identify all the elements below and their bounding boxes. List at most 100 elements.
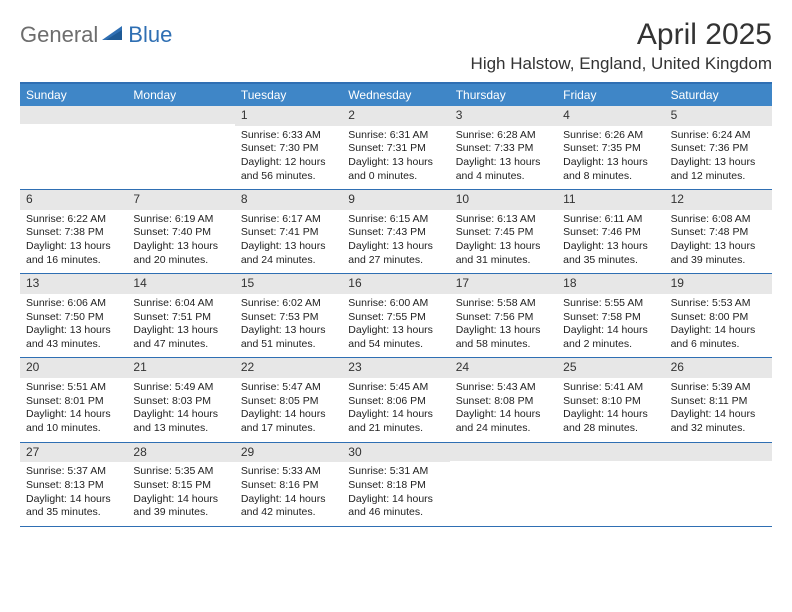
day-content: Sunrise: 5:37 AMSunset: 8:13 PMDaylight:… <box>20 462 127 526</box>
sunrise-line: Sunrise: 5:55 AM <box>563 297 658 311</box>
sunrise-line: Sunrise: 6:13 AM <box>456 213 551 227</box>
day-content: Sunrise: 6:24 AMSunset: 7:36 PMDaylight:… <box>665 126 772 190</box>
day-content: Sunrise: 5:43 AMSunset: 8:08 PMDaylight:… <box>450 378 557 442</box>
day-cell: 11Sunrise: 6:11 AMSunset: 7:46 PMDayligh… <box>557 190 664 274</box>
sunrise-line: Sunrise: 5:39 AM <box>671 381 766 395</box>
sunset-line: Sunset: 7:46 PM <box>563 226 658 240</box>
sunrise-line: Sunrise: 5:45 AM <box>348 381 443 395</box>
month-title: April 2025 <box>471 18 772 52</box>
sunrise-line: Sunrise: 5:41 AM <box>563 381 658 395</box>
calendar-header-row: SundayMondayTuesdayWednesdayThursdayFrid… <box>20 84 772 106</box>
sunrise-line: Sunrise: 5:49 AM <box>133 381 228 395</box>
sunset-line: Sunset: 7:53 PM <box>241 311 336 325</box>
day-header: Tuesday <box>235 84 342 106</box>
day-number: 17 <box>450 274 557 294</box>
day-cell: 19Sunrise: 5:53 AMSunset: 8:00 PMDayligh… <box>665 274 772 358</box>
day-header: Saturday <box>665 84 772 106</box>
day-content: Sunrise: 6:06 AMSunset: 7:50 PMDaylight:… <box>20 294 127 358</box>
daylight-line: Daylight: 13 hours and 31 minutes. <box>456 240 551 267</box>
day-content: Sunrise: 6:11 AMSunset: 7:46 PMDaylight:… <box>557 210 664 274</box>
day-cell: 10Sunrise: 6:13 AMSunset: 7:45 PMDayligh… <box>450 190 557 274</box>
daylight-line: Daylight: 14 hours and 13 minutes. <box>133 408 228 435</box>
day-cell: 21 Sunrise: 5:49 AMSunset: 8:03 PMDayligh… <box>127 358 234 442</box>
day-content: Sunrise: 5:58 AMSunset: 7:56 PMDaylight:… <box>450 294 557 358</box>
day-content: Sunrise: 5:31 AMSunset: 8:18 PMDaylight:… <box>342 462 449 526</box>
day-content: Sunrise: 6:08 AMSunset: 7:48 PMDaylight:… <box>665 210 772 274</box>
day-cell: 7Sunrise: 6:19 AMSunset: 7:40 PMDaylight… <box>127 190 234 274</box>
header: General Blue April 2025 High Halstow, En… <box>20 18 772 74</box>
day-number: 21 <box>127 358 234 378</box>
calendar: SundayMondayTuesdayWednesdayThursdayFrid… <box>20 82 772 527</box>
sunrise-line: Sunrise: 6:08 AM <box>671 213 766 227</box>
day-cell: 24Sunrise: 5:43 AMSunset: 8:08 PMDayligh… <box>450 358 557 442</box>
sunset-line: Sunset: 7:48 PM <box>671 226 766 240</box>
day-number: 26 <box>665 358 772 378</box>
day-cell: 14Sunrise: 6:04 AMSunset: 7:51 PMDayligh… <box>127 274 234 358</box>
daylight-line: Daylight: 13 hours and 12 minutes. <box>671 156 766 183</box>
day-header: Monday <box>127 84 234 106</box>
sunset-line: Sunset: 7:58 PM <box>563 311 658 325</box>
day-content: Sunrise: 6:19 AMSunset: 7:40 PMDaylight:… <box>127 210 234 274</box>
day-cell: 28Sunrise: 5:35 AMSunset: 8:15 PMDayligh… <box>127 443 234 527</box>
day-number: 29 <box>235 443 342 463</box>
logo-text-general: General <box>20 22 98 48</box>
sunset-line: Sunset: 8:01 PM <box>26 395 121 409</box>
sunrise-line: Sunrise: 5:43 AM <box>456 381 551 395</box>
day-content: Sunrise: 6:00 AMSunset: 7:55 PMDaylight:… <box>342 294 449 358</box>
daylight-line: Daylight: 13 hours and 54 minutes. <box>348 324 443 351</box>
day-number: 7 <box>127 190 234 210</box>
logo-text-blue: Blue <box>128 22 172 48</box>
daylight-line: Daylight: 13 hours and 16 minutes. <box>26 240 121 267</box>
day-content: Sunrise: 6:31 AMSunset: 7:31 PMDaylight:… <box>342 126 449 190</box>
day-content: Sunrise: 5:45 AMSunset: 8:06 PMDaylight:… <box>342 378 449 442</box>
day-number: 15 <box>235 274 342 294</box>
sunset-line: Sunset: 7:30 PM <box>241 142 336 156</box>
day-cell: 15Sunrise: 6:02 AMSunset: 7:53 PMDayligh… <box>235 274 342 358</box>
day-cell: 13Sunrise: 6:06 AMSunset: 7:50 PMDayligh… <box>20 274 127 358</box>
logo-triangle-icon <box>102 24 126 47</box>
day-number: 6 <box>20 190 127 210</box>
location: High Halstow, England, United Kingdom <box>471 54 772 74</box>
daylight-line: Daylight: 14 hours and 39 minutes. <box>133 493 228 520</box>
sunrise-line: Sunrise: 6:11 AM <box>563 213 658 227</box>
day-number: 25 <box>557 358 664 378</box>
sunset-line: Sunset: 8:03 PM <box>133 395 228 409</box>
daylight-line: Daylight: 14 hours and 2 minutes. <box>563 324 658 351</box>
day-content: Sunrise: 5:33 AMSunset: 8:16 PMDaylight:… <box>235 462 342 526</box>
sunrise-line: Sunrise: 5:33 AM <box>241 465 336 479</box>
day-number: 20 <box>20 358 127 378</box>
day-cell: 27Sunrise: 5:37 AMSunset: 8:13 PMDayligh… <box>20 443 127 527</box>
day-number: 3 <box>450 106 557 126</box>
day-number: 4 <box>557 106 664 126</box>
day-cell: 2Sunrise: 6:31 AMSunset: 7:31 PMDaylight… <box>342 106 449 190</box>
daylight-line: Daylight: 14 hours and 28 minutes. <box>563 408 658 435</box>
sunrise-line: Sunrise: 6:24 AM <box>671 129 766 143</box>
calendar-body: 1Sunrise: 6:33 AMSunset: 7:30 PMDaylight… <box>20 106 772 527</box>
day-content: Sunrise: 6:26 AMSunset: 7:35 PMDaylight:… <box>557 126 664 190</box>
day-cell: 4Sunrise: 6:26 AMSunset: 7:35 PMDaylight… <box>557 106 664 190</box>
sunset-line: Sunset: 7:36 PM <box>671 142 766 156</box>
day-cell: 30Sunrise: 5:31 AMSunset: 8:18 PMDayligh… <box>342 443 449 527</box>
day-cell: 20Sunrise: 5:51 AMSunset: 8:01 PMDayligh… <box>20 358 127 442</box>
daylight-line: Daylight: 14 hours and 6 minutes. <box>671 324 766 351</box>
sunset-line: Sunset: 8:18 PM <box>348 479 443 493</box>
day-content: Sunrise: 6:15 AMSunset: 7:43 PMDaylight:… <box>342 210 449 274</box>
daylight-line: Daylight: 13 hours and 35 minutes. <box>563 240 658 267</box>
sunset-line: Sunset: 8:11 PM <box>671 395 766 409</box>
sunset-line: Sunset: 7:50 PM <box>26 311 121 325</box>
daylight-line: Daylight: 13 hours and 43 minutes. <box>26 324 121 351</box>
sunset-line: Sunset: 7:31 PM <box>348 142 443 156</box>
sunset-line: Sunset: 8:08 PM <box>456 395 551 409</box>
empty-cell <box>450 443 557 527</box>
daylight-line: Daylight: 14 hours and 35 minutes. <box>26 493 121 520</box>
day-content: Sunrise: 6:22 AMSunset: 7:38 PMDaylight:… <box>20 210 127 274</box>
title-block: April 2025 High Halstow, England, United… <box>471 18 772 74</box>
sunrise-line: Sunrise: 6:19 AM <box>133 213 228 227</box>
sunrise-line: Sunrise: 5:58 AM <box>456 297 551 311</box>
empty-cell <box>665 443 772 527</box>
day-content: Sunrise: 5:53 AMSunset: 8:00 PMDaylight:… <box>665 294 772 358</box>
sunset-line: Sunset: 7:45 PM <box>456 226 551 240</box>
daylight-line: Daylight: 13 hours and 39 minutes. <box>671 240 766 267</box>
sunrise-line: Sunrise: 5:37 AM <box>26 465 121 479</box>
day-number: 9 <box>342 190 449 210</box>
